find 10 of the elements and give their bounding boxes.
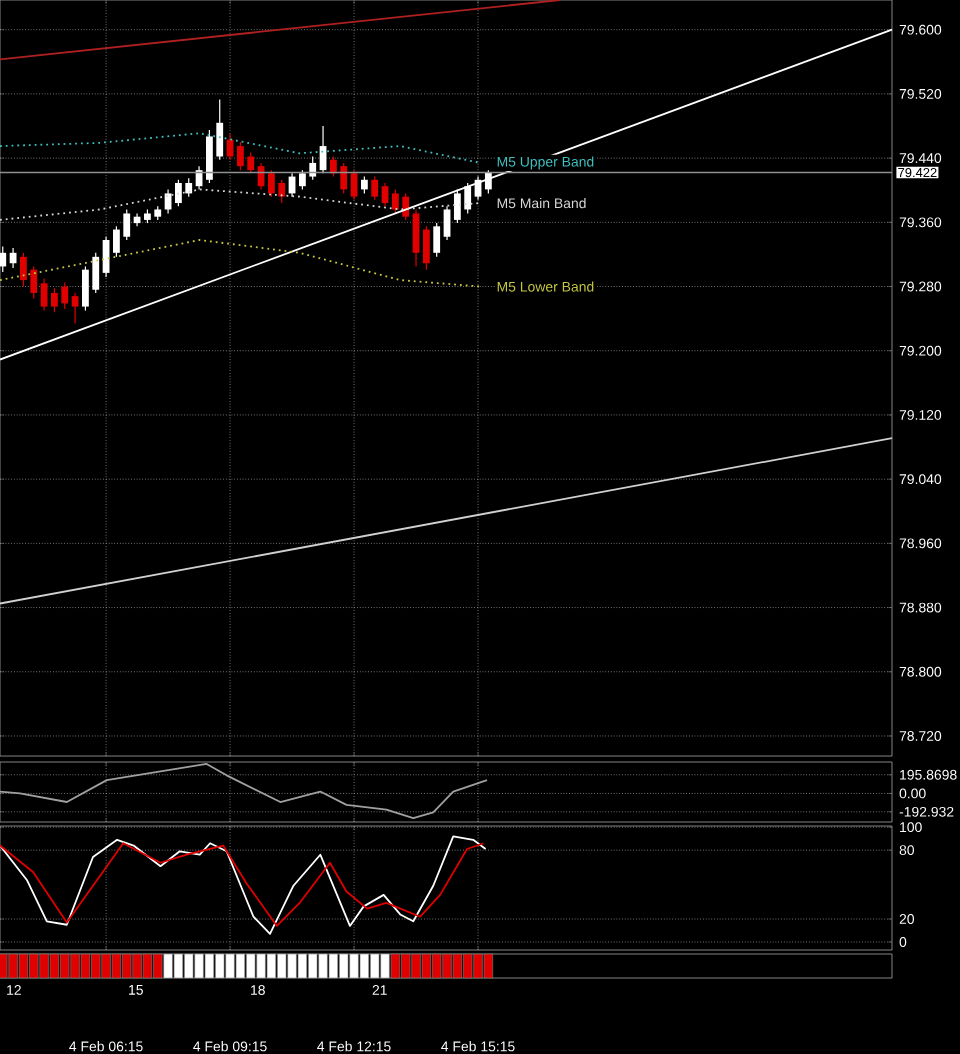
candlestick [350, 169, 358, 201]
candlestick [412, 208, 420, 268]
candlestick [40, 277, 48, 312]
candlestick [0, 245, 7, 273]
candlestick [443, 205, 451, 241]
candlestick [422, 225, 430, 271]
candlestick [9, 247, 17, 269]
candlestick [433, 222, 441, 258]
candlestick [71, 292, 79, 325]
candlestick [371, 175, 379, 201]
